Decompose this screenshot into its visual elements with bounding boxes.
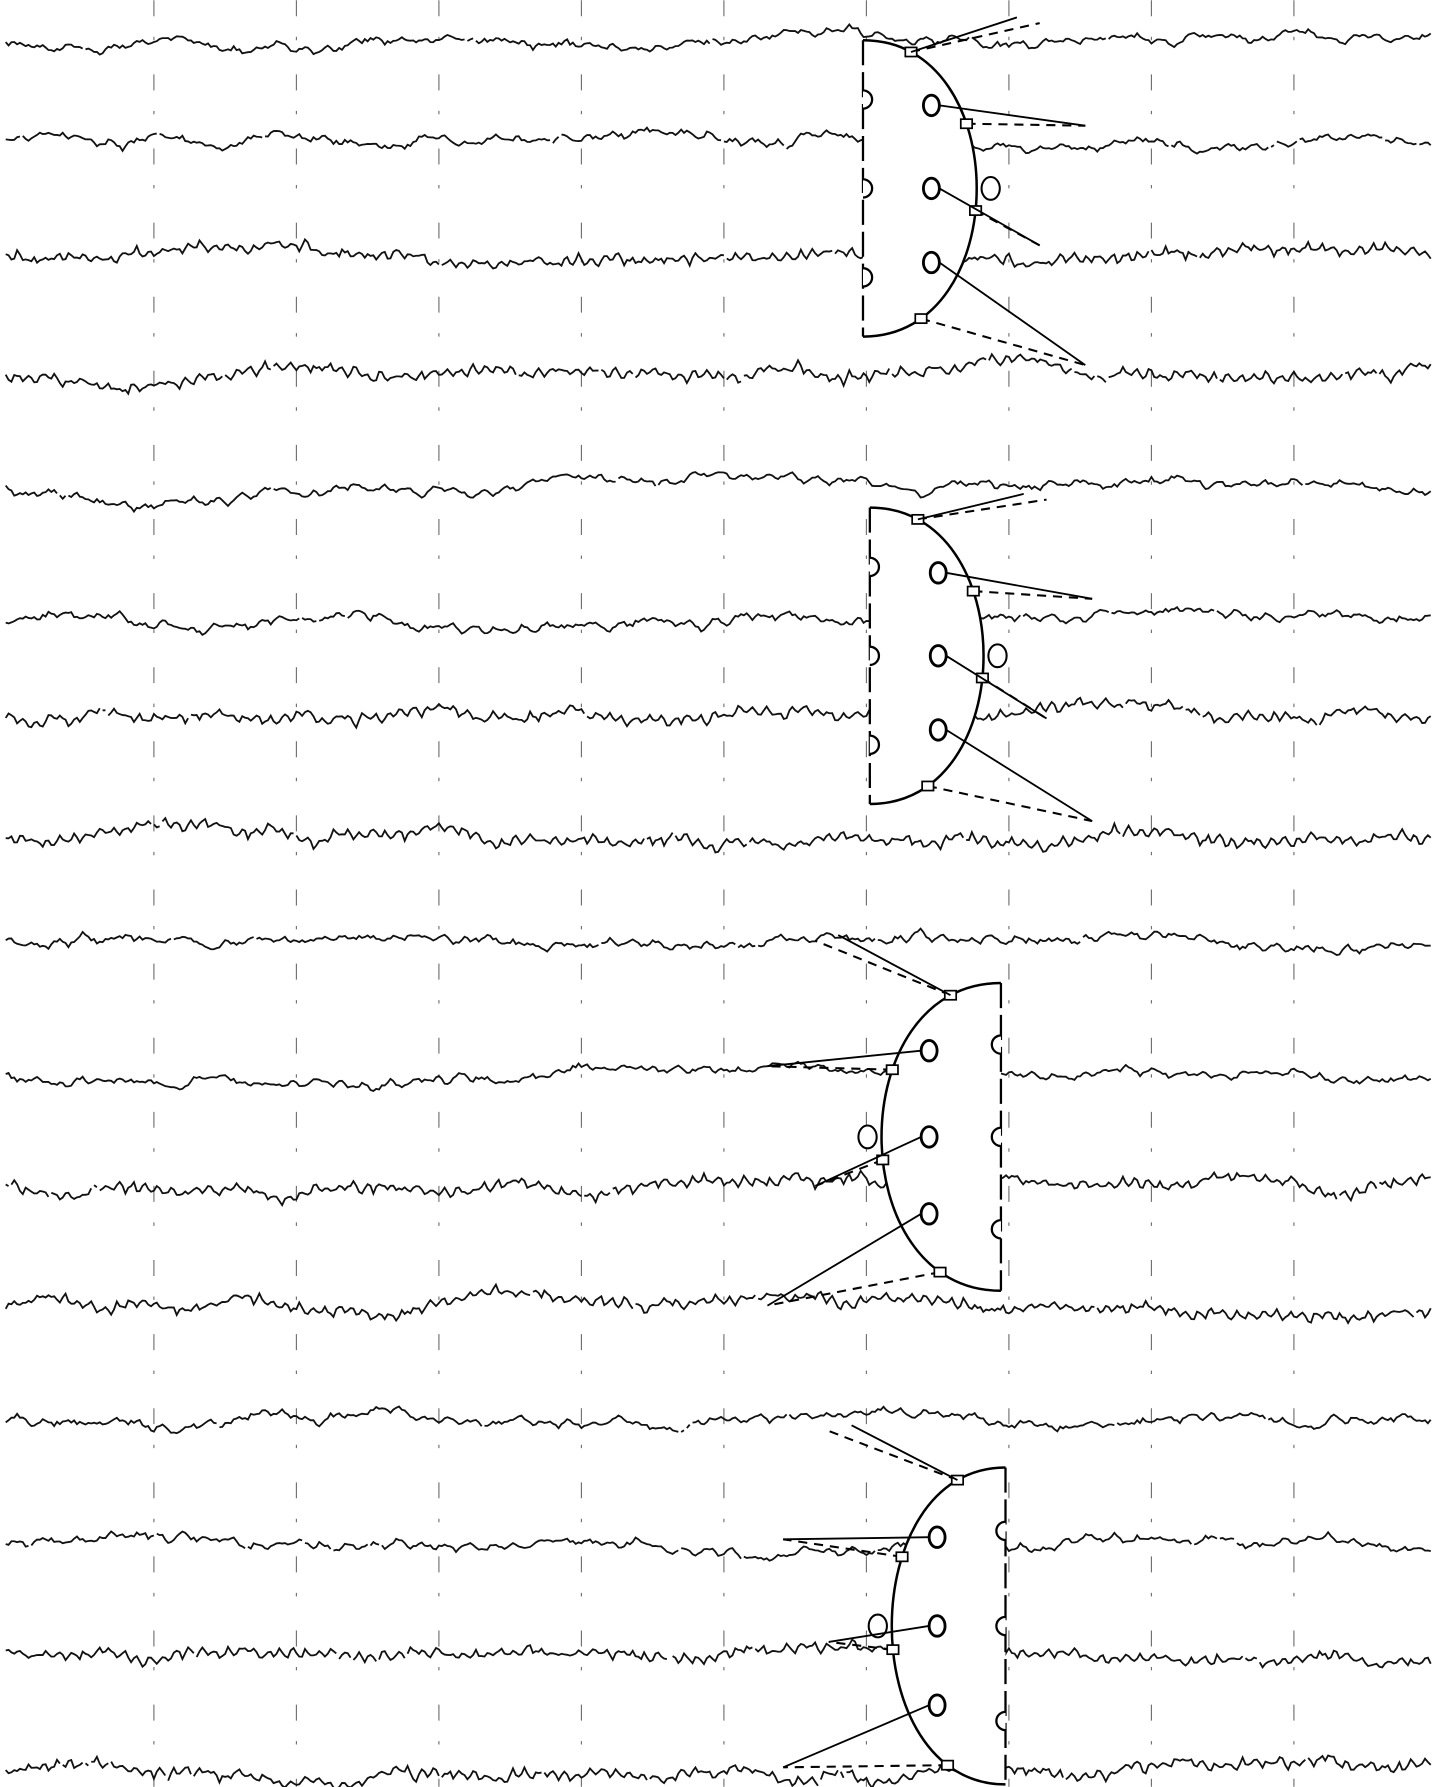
electrode xyxy=(930,563,946,584)
midline-notch xyxy=(992,1220,1001,1238)
edge-electrode xyxy=(942,1761,953,1770)
edge-electrode xyxy=(887,1645,898,1654)
midline-notch xyxy=(996,1712,1005,1730)
background xyxy=(0,0,1433,1786)
midline-notch xyxy=(863,90,872,108)
electrode xyxy=(923,95,939,116)
edge-electrode xyxy=(896,1552,907,1561)
edge-electrode xyxy=(961,119,972,128)
electrode xyxy=(923,178,939,199)
ear xyxy=(982,177,1000,200)
electrode xyxy=(929,1616,945,1637)
midline-notch xyxy=(996,1522,1005,1540)
ear xyxy=(858,1125,876,1148)
electrode xyxy=(929,1695,945,1716)
midline-notch xyxy=(996,1617,1005,1635)
midline-notch xyxy=(863,179,872,197)
edge-electrode xyxy=(915,314,926,323)
edge-electrode xyxy=(887,1065,898,1074)
midline-notch xyxy=(870,736,879,754)
midline-notch xyxy=(870,647,879,665)
edge-electrode xyxy=(922,781,933,790)
electrode xyxy=(921,1127,937,1148)
midline-notch xyxy=(863,268,872,286)
midline-notch xyxy=(992,1035,1001,1053)
edge-electrode xyxy=(934,1268,945,1277)
edge-electrode xyxy=(968,587,979,596)
electrode xyxy=(921,1204,937,1225)
electrode xyxy=(929,1527,945,1548)
eeg-figure xyxy=(0,0,1433,1787)
page: (() => { JSON.parse(document.getElementB… xyxy=(0,0,1433,1787)
edge-electrode xyxy=(905,47,916,56)
electrode xyxy=(930,720,946,741)
electrode xyxy=(921,1040,937,1061)
midline-notch xyxy=(870,558,879,576)
midline-notch xyxy=(992,1128,1001,1146)
electrode xyxy=(923,252,939,273)
ear xyxy=(988,644,1006,667)
electrode xyxy=(930,646,946,667)
